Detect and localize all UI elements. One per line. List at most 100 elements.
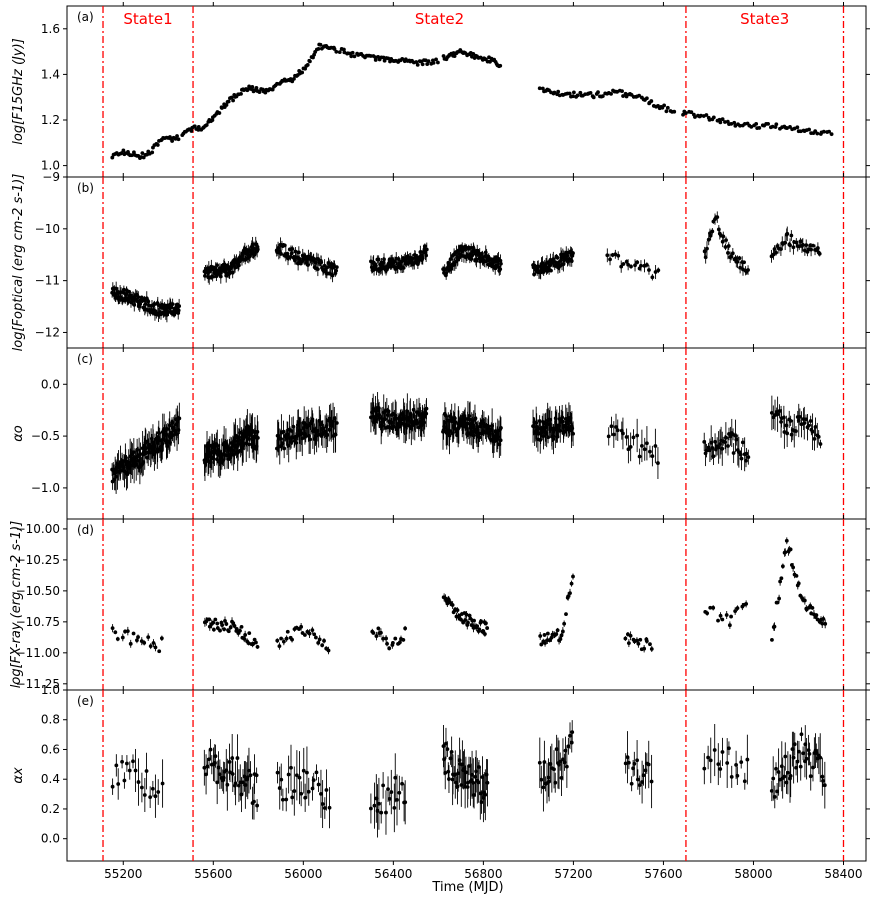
data-point	[794, 429, 798, 433]
data-point	[457, 758, 462, 763]
data-point	[382, 417, 387, 422]
data-point	[785, 431, 790, 436]
data-point	[723, 120, 727, 124]
data-point	[733, 609, 738, 614]
data-point	[114, 763, 119, 768]
data-point	[806, 423, 811, 428]
data-point	[785, 770, 790, 775]
data-point	[541, 785, 546, 790]
data-point	[423, 58, 428, 63]
x-tick-label: 56800	[464, 867, 502, 881]
data-point	[445, 747, 450, 751]
data-point	[213, 617, 218, 622]
data-point	[238, 628, 242, 633]
data-point	[281, 429, 286, 434]
data-point	[600, 94, 605, 98]
data-point	[426, 59, 431, 64]
data-point	[704, 448, 709, 453]
data-point	[718, 767, 723, 771]
y-axis-title: αx	[11, 767, 26, 784]
data-point	[555, 255, 560, 260]
x-tick-label: 56400	[374, 867, 412, 881]
data-point	[320, 802, 325, 806]
data-point	[738, 265, 743, 270]
data-point	[215, 621, 220, 626]
data-point	[292, 789, 297, 793]
data-point	[779, 764, 784, 769]
data-point	[473, 416, 478, 421]
data-point	[467, 413, 472, 418]
data-point	[783, 754, 788, 759]
data-point	[537, 419, 542, 423]
data-point	[172, 312, 177, 317]
data-point	[320, 643, 325, 648]
data-point	[237, 263, 241, 268]
data-point	[215, 443, 220, 448]
data-point	[724, 613, 729, 617]
data-point	[822, 783, 827, 788]
data-point	[381, 783, 386, 788]
data-point	[294, 773, 299, 778]
y-tick-label: −11.25	[16, 677, 60, 691]
data-point	[452, 416, 457, 421]
data-point	[472, 618, 476, 623]
data-point	[148, 644, 153, 649]
data-point	[588, 90, 593, 95]
data-point	[286, 772, 291, 777]
data-point	[270, 87, 275, 92]
data-point	[556, 89, 561, 94]
data-point	[318, 422, 323, 427]
data-point	[572, 90, 576, 95]
data-point	[662, 103, 667, 108]
data-point	[620, 89, 624, 93]
data-point	[537, 760, 542, 765]
data-point	[754, 121, 759, 126]
x-tick-label: 58000	[734, 867, 772, 881]
data-point	[204, 123, 209, 127]
y-tick-label: 1.0	[41, 683, 60, 697]
data-point	[387, 796, 392, 801]
data-point	[735, 606, 740, 611]
data-point	[716, 445, 721, 450]
data-point	[613, 252, 618, 257]
data-point	[424, 247, 429, 252]
data-point	[718, 613, 723, 618]
y-tick-label: 0.4	[41, 772, 60, 786]
data-point	[138, 452, 143, 457]
data-point	[420, 256, 425, 260]
data-point	[542, 760, 547, 764]
y-tick-label: 1.2	[41, 113, 60, 127]
data-point	[471, 780, 476, 785]
data-point	[720, 239, 725, 244]
data-point	[342, 47, 346, 52]
x-tick-label: 57200	[554, 867, 592, 881]
data-point	[255, 429, 260, 434]
data-point	[611, 432, 616, 437]
y-tick-label: 1.6	[41, 22, 60, 36]
data-point	[153, 794, 158, 799]
data-point	[633, 263, 637, 268]
data-point	[553, 780, 558, 785]
data-point	[392, 805, 397, 810]
data-point	[452, 54, 457, 59]
data-point	[488, 59, 492, 64]
data-point	[818, 442, 823, 446]
data-point	[368, 806, 373, 811]
data-points	[110, 42, 834, 161]
data-point	[257, 90, 262, 94]
data-point	[255, 644, 260, 649]
data-point	[778, 579, 783, 584]
data-point	[536, 264, 541, 269]
data-point	[142, 640, 147, 645]
data-point	[420, 62, 425, 67]
data-point	[702, 766, 707, 771]
data-point	[114, 286, 119, 291]
data-point	[815, 246, 820, 250]
data-point	[291, 424, 296, 429]
data-point	[239, 91, 243, 96]
data-point	[226, 629, 231, 634]
data-point	[292, 76, 296, 81]
data-point	[638, 637, 643, 642]
data-point	[744, 601, 749, 606]
data-point	[721, 234, 726, 239]
